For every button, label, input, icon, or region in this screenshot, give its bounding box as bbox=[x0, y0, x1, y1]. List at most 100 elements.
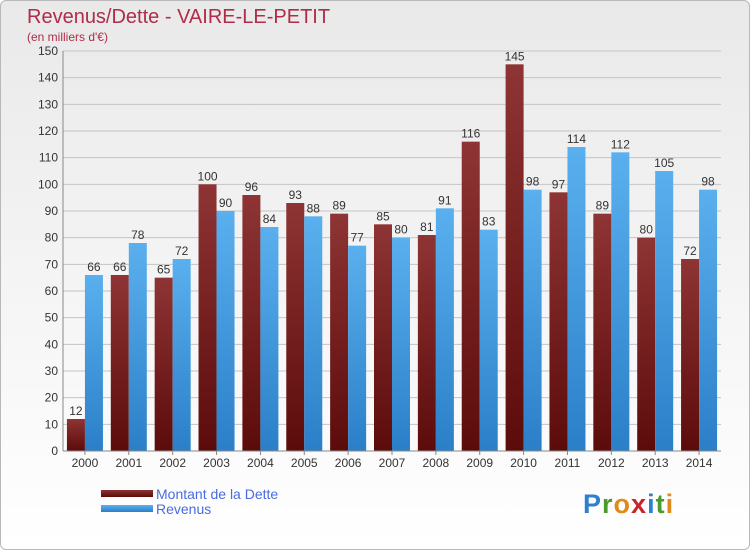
logo-letter: i bbox=[665, 489, 675, 519]
bar-debt bbox=[110, 275, 129, 451]
data-label-revenue: 112 bbox=[611, 137, 630, 151]
bar-revenue bbox=[655, 171, 674, 451]
data-label-debt: 116 bbox=[461, 127, 480, 141]
data-label-debt: 12 bbox=[69, 404, 83, 418]
bar-debt bbox=[374, 224, 392, 451]
bar-debt bbox=[66, 419, 85, 451]
x-tick-label: 2009 bbox=[466, 456, 493, 470]
y-tick-label: 10 bbox=[45, 417, 59, 431]
data-label-debt: 81 bbox=[420, 220, 434, 234]
proxiti-logo: Proxiti bbox=[583, 489, 674, 520]
data-label-revenue: 88 bbox=[307, 201, 321, 215]
y-tick-label: 20 bbox=[45, 391, 59, 405]
x-tick-label: 2012 bbox=[598, 456, 625, 470]
logo-letter: i bbox=[647, 489, 656, 519]
x-tick-label: 2002 bbox=[159, 456, 186, 470]
y-tick-label: 130 bbox=[38, 97, 58, 111]
data-label-debt: 96 bbox=[245, 180, 259, 194]
x-tick-label: 2013 bbox=[642, 456, 669, 470]
y-tick-label: 80 bbox=[45, 231, 59, 245]
y-tick-label: 60 bbox=[45, 284, 59, 298]
x-tick-label: 2010 bbox=[510, 456, 537, 470]
logo-letter: P bbox=[583, 489, 603, 519]
bar-debt bbox=[417, 235, 436, 451]
bar-revenue bbox=[523, 189, 542, 451]
data-label-debt: 89 bbox=[596, 199, 610, 213]
bar-revenue bbox=[216, 211, 235, 451]
x-tick-label: 2006 bbox=[335, 456, 362, 470]
bar-debt bbox=[505, 64, 524, 452]
bar-debt bbox=[549, 192, 568, 452]
x-tick-label: 2014 bbox=[686, 456, 713, 470]
y-tick-label: 70 bbox=[45, 257, 59, 271]
x-tick-label: 2007 bbox=[379, 456, 406, 470]
data-label-revenue: 91 bbox=[438, 193, 452, 207]
bar-revenue bbox=[699, 189, 718, 451]
bar-revenue bbox=[392, 237, 410, 451]
bar-debt bbox=[681, 259, 700, 451]
data-label-revenue: 98 bbox=[526, 175, 540, 189]
data-label-debt: 72 bbox=[683, 244, 697, 258]
bar-revenue bbox=[435, 208, 454, 451]
bar-debt bbox=[154, 277, 173, 451]
legend-swatch-revenue bbox=[101, 505, 153, 512]
bar-revenue bbox=[567, 147, 586, 451]
bar-revenue bbox=[611, 152, 630, 452]
y-tick-label: 100 bbox=[38, 177, 58, 191]
logo-letter: x bbox=[631, 489, 648, 519]
data-label-revenue: 72 bbox=[175, 244, 189, 258]
logo-letter: t bbox=[655, 489, 666, 519]
bar-debt bbox=[242, 195, 261, 451]
chart-subtitle: (en milliers d'€) bbox=[27, 30, 108, 44]
bar-revenue bbox=[172, 259, 191, 451]
chart-title: Revenus/Dette - VAIRE-LE-PETIT bbox=[27, 6, 331, 28]
data-label-debt: 66 bbox=[113, 260, 127, 274]
data-label-debt: 65 bbox=[157, 263, 171, 277]
data-label-revenue: 114 bbox=[567, 132, 586, 146]
data-label-debt: 85 bbox=[376, 209, 390, 223]
bar-debt bbox=[461, 141, 480, 451]
x-tick-label: 2011 bbox=[555, 456, 581, 470]
data-label-debt: 89 bbox=[332, 199, 346, 213]
data-label-revenue: 84 bbox=[263, 212, 277, 226]
data-label-revenue: 98 bbox=[701, 175, 715, 189]
data-label-revenue: 90 bbox=[219, 196, 233, 210]
bar-revenue bbox=[260, 227, 279, 451]
x-tick-label: 2001 bbox=[115, 456, 142, 470]
data-label-debt: 97 bbox=[552, 177, 566, 191]
y-tick-label: 50 bbox=[45, 311, 59, 325]
y-tick-label: 0 bbox=[51, 444, 58, 458]
y-tick-label: 30 bbox=[45, 364, 59, 378]
bar-revenue bbox=[304, 216, 323, 451]
y-tick-label: 120 bbox=[38, 124, 58, 138]
bar-debt bbox=[330, 213, 349, 451]
y-tick-label: 90 bbox=[45, 204, 59, 218]
data-label-debt: 100 bbox=[198, 169, 218, 183]
bar-revenue bbox=[479, 229, 498, 451]
legend-swatch-debt bbox=[101, 490, 153, 497]
data-label-debt: 93 bbox=[289, 188, 303, 202]
x-tick-label: 2008 bbox=[423, 456, 450, 470]
logo-letter: r bbox=[602, 489, 614, 519]
legend-label-debt: Montant de la Dette bbox=[156, 486, 279, 502]
data-label-debt: 145 bbox=[505, 49, 525, 63]
legend-label-revenue: Revenus bbox=[156, 501, 212, 517]
data-label-revenue: 105 bbox=[654, 156, 674, 170]
data-label-debt: 80 bbox=[640, 223, 654, 237]
y-tick-label: 150 bbox=[38, 44, 58, 58]
bar-debt bbox=[198, 184, 217, 452]
x-tick-label: 2004 bbox=[247, 456, 274, 470]
data-label-revenue: 80 bbox=[394, 223, 408, 237]
bar-revenue bbox=[128, 243, 147, 451]
logo-letter: o bbox=[613, 489, 632, 519]
data-label-revenue: 77 bbox=[350, 231, 364, 245]
y-tick-label: 110 bbox=[39, 151, 58, 165]
x-tick-label: 2000 bbox=[72, 456, 99, 470]
bar-debt bbox=[286, 203, 305, 451]
y-tick-label: 140 bbox=[38, 71, 58, 85]
bar-revenue bbox=[84, 275, 103, 451]
bar-debt bbox=[593, 213, 612, 451]
y-tick-label: 40 bbox=[45, 337, 59, 351]
x-tick-label: 2005 bbox=[291, 456, 318, 470]
